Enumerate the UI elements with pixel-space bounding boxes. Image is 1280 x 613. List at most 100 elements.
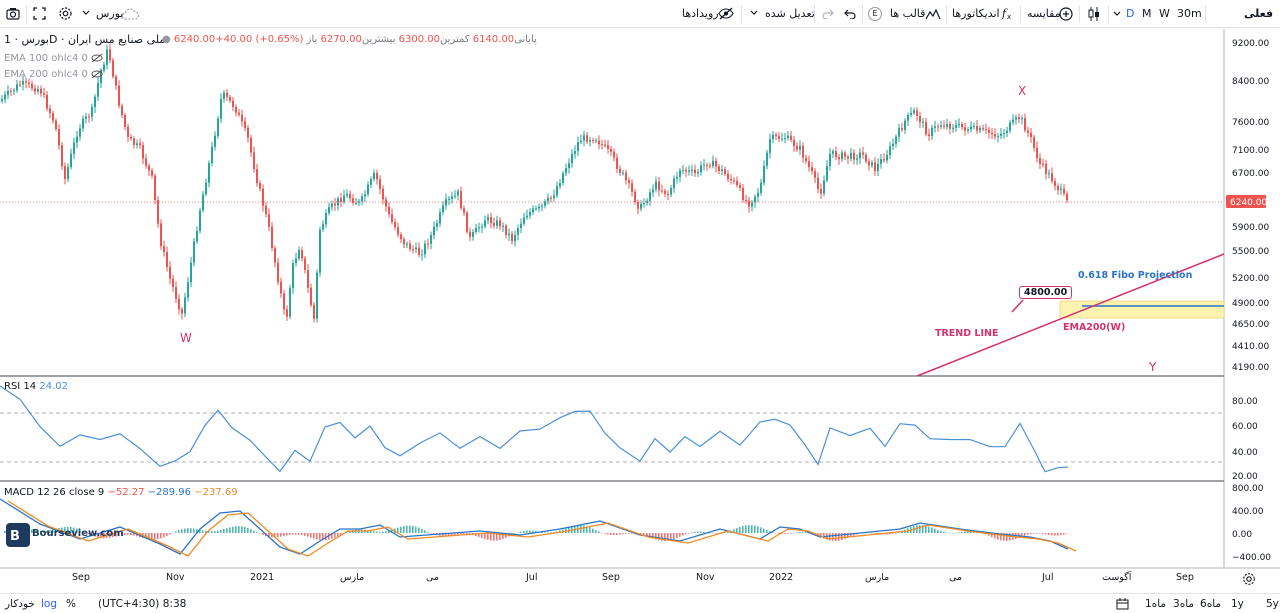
- date-range-icon[interactable]: [1116, 598, 1129, 610]
- indicators-button[interactable]: اندیکاتورها: [952, 7, 1000, 20]
- macd-histogram-bar: [382, 531, 384, 533]
- fullscreen-icon[interactable]: [33, 7, 46, 20]
- percent-toggle[interactable]: %: [66, 598, 76, 610]
- macd-histogram-bar: [640, 533, 642, 535]
- chart-canvas[interactable]: 9200.00 8400.00 7600.00 7100.00 6700.00 5900.…: [0, 29, 1280, 594]
- period-6m[interactable]: 6ماه: [1200, 598, 1222, 610]
- time-axis[interactable]: Sep Nov 2021 مارس می Jul Sep Nov 2022 مارس می Jul آگ…: [0, 569, 1224, 593]
- candle-body: [1024, 118, 1026, 131]
- eye-off-icon[interactable]: [718, 7, 734, 20]
- redo-icon[interactable]: [822, 8, 835, 19]
- candle-body: [598, 140, 600, 145]
- macd-histogram-bar: [463, 533, 465, 534]
- candle-body: [370, 179, 372, 185]
- candle-body: [280, 281, 282, 294]
- period-5y[interactable]: 5y: [1266, 598, 1279, 610]
- candle-body: [649, 192, 651, 201]
- log-toggle[interactable]: log: [41, 598, 58, 610]
- ema100-legend[interactable]: EMA 100 ohlc4 0: [4, 53, 103, 64]
- macd-histogram-bar: [97, 533, 99, 538]
- templates-button[interactable]: قالب ها: [890, 7, 926, 20]
- templates-badge[interactable]: E: [868, 7, 882, 21]
- macd-histogram-bar: [55, 528, 57, 533]
- macd-histogram-bar: [835, 533, 837, 541]
- candle-body: [781, 138, 783, 140]
- camera-icon[interactable]: [6, 7, 20, 20]
- macd-histogram-bar: [316, 533, 318, 540]
- symbol-name[interactable]: بورس: [96, 7, 124, 20]
- target-price-callout[interactable]: 4800.00: [1019, 286, 1073, 299]
- macd-histogram-bar: [997, 533, 999, 540]
- time-tick-label: می: [949, 572, 963, 583]
- chevron-down-icon[interactable]: [82, 10, 90, 16]
- period-1y[interactable]: 1y: [1231, 598, 1244, 610]
- rsi-legend[interactable]: RSI 14 24.02: [4, 381, 68, 392]
- candle-body: [586, 135, 588, 142]
- chart-area[interactable]: 9200.00 8400.00 7600.00 7100.00 6700.00 5900.…: [0, 29, 1280, 594]
- macd-histogram-bar: [304, 533, 306, 536]
- auto-toggle[interactable]: خودکار: [5, 598, 35, 610]
- macd-histogram-bar: [550, 532, 552, 534]
- macd-histogram-bar: [541, 531, 543, 533]
- candle-body: [922, 121, 924, 123]
- compare-button[interactable]: مقایسه: [1027, 7, 1061, 20]
- legend-title[interactable]: بورس · 1D · ملی صنایع مس ایران: [4, 33, 166, 46]
- macd-histogram-bar: [829, 533, 831, 541]
- period-1m[interactable]: 1ماه: [1145, 598, 1167, 610]
- macd-histogram-bar: [52, 529, 54, 533]
- macd-histogram-bar: [592, 528, 594, 533]
- indicators-fx-icon[interactable]: f x: [1001, 6, 1015, 21]
- candle-body: [268, 214, 270, 227]
- plus-circle-icon[interactable]: [1059, 7, 1073, 21]
- interval-30m[interactable]: 30m: [1177, 7, 1202, 20]
- chevron-down-icon[interactable]: [750, 10, 758, 16]
- candle-body: [454, 195, 456, 197]
- candle-body: [697, 171, 699, 174]
- candle-body: [850, 152, 852, 159]
- undo-icon[interactable]: [843, 8, 856, 19]
- candlestick-icon[interactable]: [1087, 6, 1101, 22]
- macd-histogram-bar: [613, 533, 615, 536]
- candle-body: [1015, 117, 1017, 120]
- candle-body: [172, 278, 174, 288]
- candle-body: [943, 125, 945, 127]
- legend-dot: ●: [162, 34, 171, 45]
- candle-body: [892, 143, 894, 147]
- candle-body: [961, 123, 963, 128]
- eye-off-icon[interactable]: [91, 53, 103, 63]
- candle-body: [76, 136, 78, 143]
- macd-histogram-bar: [460, 533, 462, 535]
- macd-histogram-bar: [241, 526, 243, 533]
- candle-body: [607, 145, 609, 149]
- macd-histogram-bar: [619, 533, 621, 535]
- candle-body: [925, 121, 927, 135]
- timezone-clock[interactable]: (UTC+4:30) 8:38: [98, 598, 187, 610]
- ema200-legend[interactable]: EMA 200 ohlc4 0: [4, 69, 103, 80]
- macd-histogram-bar: [676, 533, 678, 539]
- chart-settings-gear-icon[interactable]: [1242, 572, 1256, 586]
- interval-dropdown[interactable]: [1113, 4, 1121, 24]
- time-tick-label: Nov: [166, 572, 185, 583]
- macd-legend[interactable]: MACD 12 26 close 9 −52.27 −289.96 −237.6…: [4, 487, 238, 498]
- toolbar-separator: [1020, 5, 1021, 23]
- macd-hist-value: −52.27: [107, 487, 145, 498]
- interval-d[interactable]: D: [1126, 7, 1135, 20]
- macd-histogram-bar: [820, 533, 822, 538]
- settings-gear-icon[interactable]: [58, 6, 73, 21]
- interval-m[interactable]: M: [1142, 7, 1152, 20]
- adjusted-dropdown[interactable]: تعدیل شده: [765, 7, 815, 20]
- rsi-value: 24.02: [39, 381, 68, 392]
- interval-w[interactable]: W: [1159, 7, 1170, 20]
- candle-body: [196, 230, 198, 242]
- candle-body: [616, 157, 618, 169]
- period-3m[interactable]: 3ماه: [1173, 598, 1195, 610]
- eye-off-icon[interactable]: [91, 69, 103, 79]
- current-tab[interactable]: فعلی: [1244, 7, 1274, 20]
- macd-histogram-bar: [487, 533, 489, 540]
- templates-grid-icon[interactable]: [925, 7, 941, 21]
- candle-body: [565, 168, 567, 174]
- candle-body: [304, 258, 306, 271]
- candle-body: [10, 90, 12, 92]
- macd-histogram-bar: [220, 529, 222, 533]
- events-button[interactable]: رویدادها: [682, 7, 719, 20]
